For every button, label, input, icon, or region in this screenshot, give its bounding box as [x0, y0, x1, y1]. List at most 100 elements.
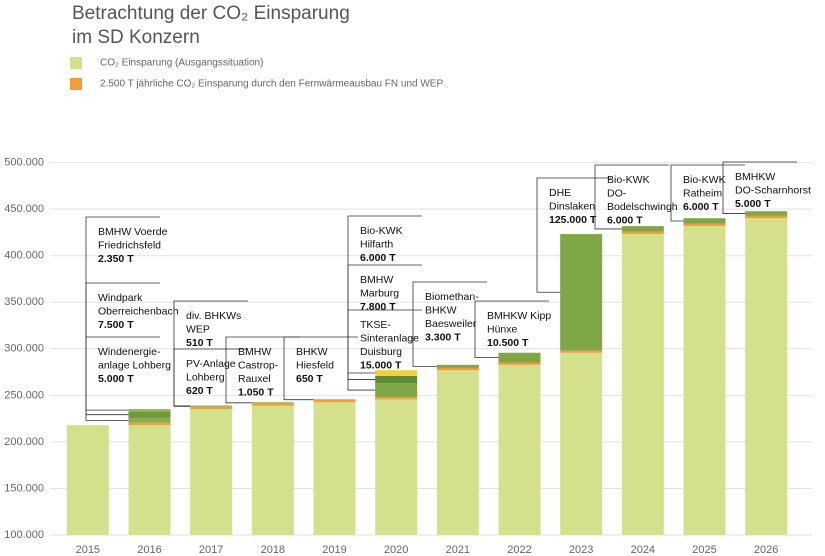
annotation-text: BHKW — [425, 304, 457, 316]
annotation-text: TKSE- — [360, 319, 391, 331]
x-tick-label: 2016 — [137, 544, 161, 556]
bar-segment — [560, 352, 603, 535]
project-segment — [683, 218, 726, 224]
project-segment — [128, 411, 171, 419]
project-segment — [375, 383, 418, 398]
annotation-text: Duisburg — [360, 346, 402, 358]
bar-segment — [683, 226, 726, 536]
annotation-text: Bio-KWK — [683, 174, 726, 186]
y-tick-label: 150.000 — [4, 482, 44, 494]
annotation-value: 10.500 T — [487, 337, 529, 349]
bar-segment — [498, 362, 541, 365]
bar-segment — [621, 234, 664, 535]
x-tick-label: 2017 — [199, 544, 223, 556]
annotation-leader — [173, 300, 248, 407]
annotation-leader — [722, 161, 797, 214]
project-segment — [745, 211, 788, 216]
annotation-text: BMHW Voerde — [98, 226, 168, 238]
annotation-value: 5.000 T — [98, 373, 134, 385]
project-segment — [190, 405, 233, 407]
project-segment — [375, 375, 418, 384]
y-tick-label: 500.000 — [4, 157, 44, 169]
bar-segment — [375, 399, 418, 535]
x-tick-label: 2018 — [261, 544, 285, 556]
x-tick-label: 2025 — [692, 544, 716, 556]
annotation-value: 510 T — [186, 337, 213, 349]
annotation-text: Oberreichenbach — [98, 305, 179, 317]
annotation-text: Ratheim — [683, 187, 722, 199]
annotation-text: Lohberg — [186, 371, 225, 383]
bar-segment — [128, 422, 171, 426]
project-segment — [313, 399, 356, 400]
project-segment — [560, 234, 603, 351]
project-segment — [498, 352, 541, 363]
annotation-text: Hilfarth — [360, 238, 393, 250]
legend-label: CO₂ Einsparung (Ausgangssituation) — [100, 58, 263, 69]
legend-label: 2.500 T jährliche CO₂ Einsparung durch d… — [100, 79, 443, 90]
x-tick-label: 2024 — [631, 544, 655, 556]
x-tick-label: 2023 — [569, 544, 593, 556]
annotation-value: 6.000 T — [607, 214, 643, 226]
annotation-text: BMHW — [238, 346, 271, 358]
annotation-value: 125.000 T — [549, 214, 597, 226]
project-segment — [375, 370, 418, 376]
annotation-text: Windpark — [98, 292, 143, 304]
annotation-leader — [594, 164, 669, 230]
annotation-text: anlage Lohberg — [98, 359, 171, 371]
bar-segment — [66, 425, 109, 535]
annotation-text: DO-Scharnhorst — [735, 184, 811, 196]
annotation-text: Hünxe — [487, 323, 518, 335]
bar-segment — [621, 231, 664, 235]
bar-segment — [375, 397, 418, 400]
annotation-leader — [670, 164, 745, 222]
project-segment — [251, 402, 294, 404]
annotation-value: 5.000 T — [735, 198, 771, 210]
bar-segment — [436, 367, 479, 371]
annotation-text: Windenergie- — [98, 346, 161, 358]
annotation-value: 6.000 T — [683, 201, 719, 213]
y-tick-label: 250.000 — [4, 389, 44, 401]
y-tick-label: 300.000 — [4, 343, 44, 355]
x-tick-label: 2015 — [76, 544, 100, 556]
legend-swatch — [70, 57, 82, 69]
annotation-text: Dinslaken — [549, 200, 595, 212]
bar-segment — [251, 403, 294, 406]
bar-segment — [190, 406, 233, 409]
bar-segment — [436, 370, 479, 535]
annotation-value: 650 T — [296, 373, 323, 385]
annotation-leader — [536, 177, 611, 293]
annotation-text: Baesweiler — [425, 318, 477, 330]
annotation-text: BMHW — [360, 274, 393, 286]
annotation-text: Bio-KWK — [607, 174, 650, 186]
chart-title: im SD Konzern — [72, 27, 200, 48]
bar-segment — [683, 223, 726, 227]
annotation-value: 15.000 T — [360, 359, 402, 371]
annotation-text: Biomethan- — [425, 291, 479, 303]
annotation-text: Friedrichsfeld — [98, 239, 161, 251]
annotation-leader — [412, 281, 487, 367]
annotation-leader — [225, 336, 300, 404]
annotation-text: DO- — [607, 187, 627, 199]
bar-segment — [313, 399, 356, 403]
bar-segment — [560, 350, 603, 353]
annotation-leader — [474, 300, 549, 359]
project-segment — [436, 364, 479, 368]
bar-segment — [313, 402, 356, 535]
annotation-text: PV-Anlage — [186, 358, 236, 370]
project-segment — [128, 418, 171, 423]
bar-segment — [251, 405, 294, 535]
y-tick-label: 200.000 — [4, 436, 44, 448]
bar-segment — [745, 218, 788, 536]
annotation-leader — [283, 336, 358, 401]
project-segment — [621, 226, 664, 232]
annotation-text: Hiesfeld — [296, 359, 334, 371]
annotation-text: Bodelschwingh — [607, 201, 678, 213]
annotation-value: 1.050 T — [238, 386, 274, 398]
annotation-value: 6.000 T — [360, 252, 396, 264]
y-tick-label: 400.000 — [4, 250, 44, 262]
annotation-text: Castrop- — [238, 359, 279, 371]
annotation-text: BMHKW Kipp — [487, 310, 551, 322]
annotation-leader — [85, 216, 160, 411]
annotation-text: DHE — [549, 187, 571, 199]
